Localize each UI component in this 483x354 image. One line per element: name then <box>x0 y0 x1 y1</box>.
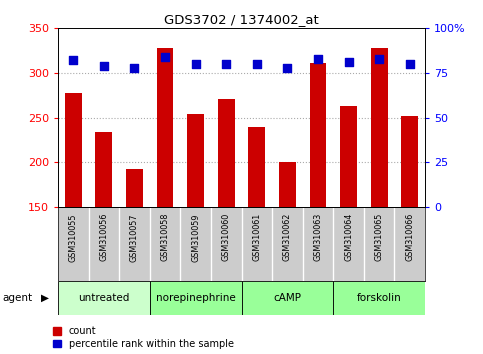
Bar <box>65 93 82 207</box>
Point <box>375 56 383 62</box>
Text: GSM310061: GSM310061 <box>252 213 261 261</box>
Text: ▶: ▶ <box>41 293 49 303</box>
Bar <box>279 162 296 207</box>
Bar <box>401 116 418 207</box>
Text: agent: agent <box>2 293 32 303</box>
Bar <box>96 132 112 207</box>
Text: cAMP: cAMP <box>273 293 301 303</box>
Point <box>100 63 108 69</box>
Text: GSM310066: GSM310066 <box>405 213 414 261</box>
Bar <box>310 63 327 207</box>
Point <box>130 65 138 70</box>
Text: GSM310065: GSM310065 <box>375 213 384 261</box>
Text: GSM310055: GSM310055 <box>69 213 78 262</box>
Point <box>314 56 322 62</box>
Text: norepinephrine: norepinephrine <box>156 293 236 303</box>
Bar <box>156 48 173 207</box>
Text: GSM310063: GSM310063 <box>313 213 323 261</box>
Bar <box>333 281 425 315</box>
Point <box>161 54 169 60</box>
Bar <box>242 281 333 315</box>
Text: GSM310058: GSM310058 <box>160 213 170 261</box>
Bar <box>248 127 265 207</box>
Point <box>192 61 199 67</box>
Bar <box>187 114 204 207</box>
Point <box>345 59 353 65</box>
Text: GSM310064: GSM310064 <box>344 213 353 261</box>
Text: GSM310060: GSM310060 <box>222 213 231 261</box>
Text: forskolin: forskolin <box>357 293 401 303</box>
Text: GSM310062: GSM310062 <box>283 213 292 261</box>
Text: GSM310059: GSM310059 <box>191 213 200 262</box>
Point <box>222 61 230 67</box>
Bar <box>340 106 357 207</box>
Point <box>253 61 261 67</box>
Legend: count, percentile rank within the sample: count, percentile rank within the sample <box>53 326 234 349</box>
Text: GSM310057: GSM310057 <box>130 213 139 262</box>
Point <box>284 65 291 70</box>
Bar <box>371 48 387 207</box>
Point <box>406 61 413 67</box>
Bar <box>218 99 235 207</box>
Bar <box>150 281 242 315</box>
Text: untreated: untreated <box>78 293 129 303</box>
Text: GSM310056: GSM310056 <box>99 213 108 261</box>
Bar <box>126 169 143 207</box>
Bar <box>58 281 150 315</box>
Title: GDS3702 / 1374002_at: GDS3702 / 1374002_at <box>164 13 319 26</box>
Point <box>70 58 77 63</box>
